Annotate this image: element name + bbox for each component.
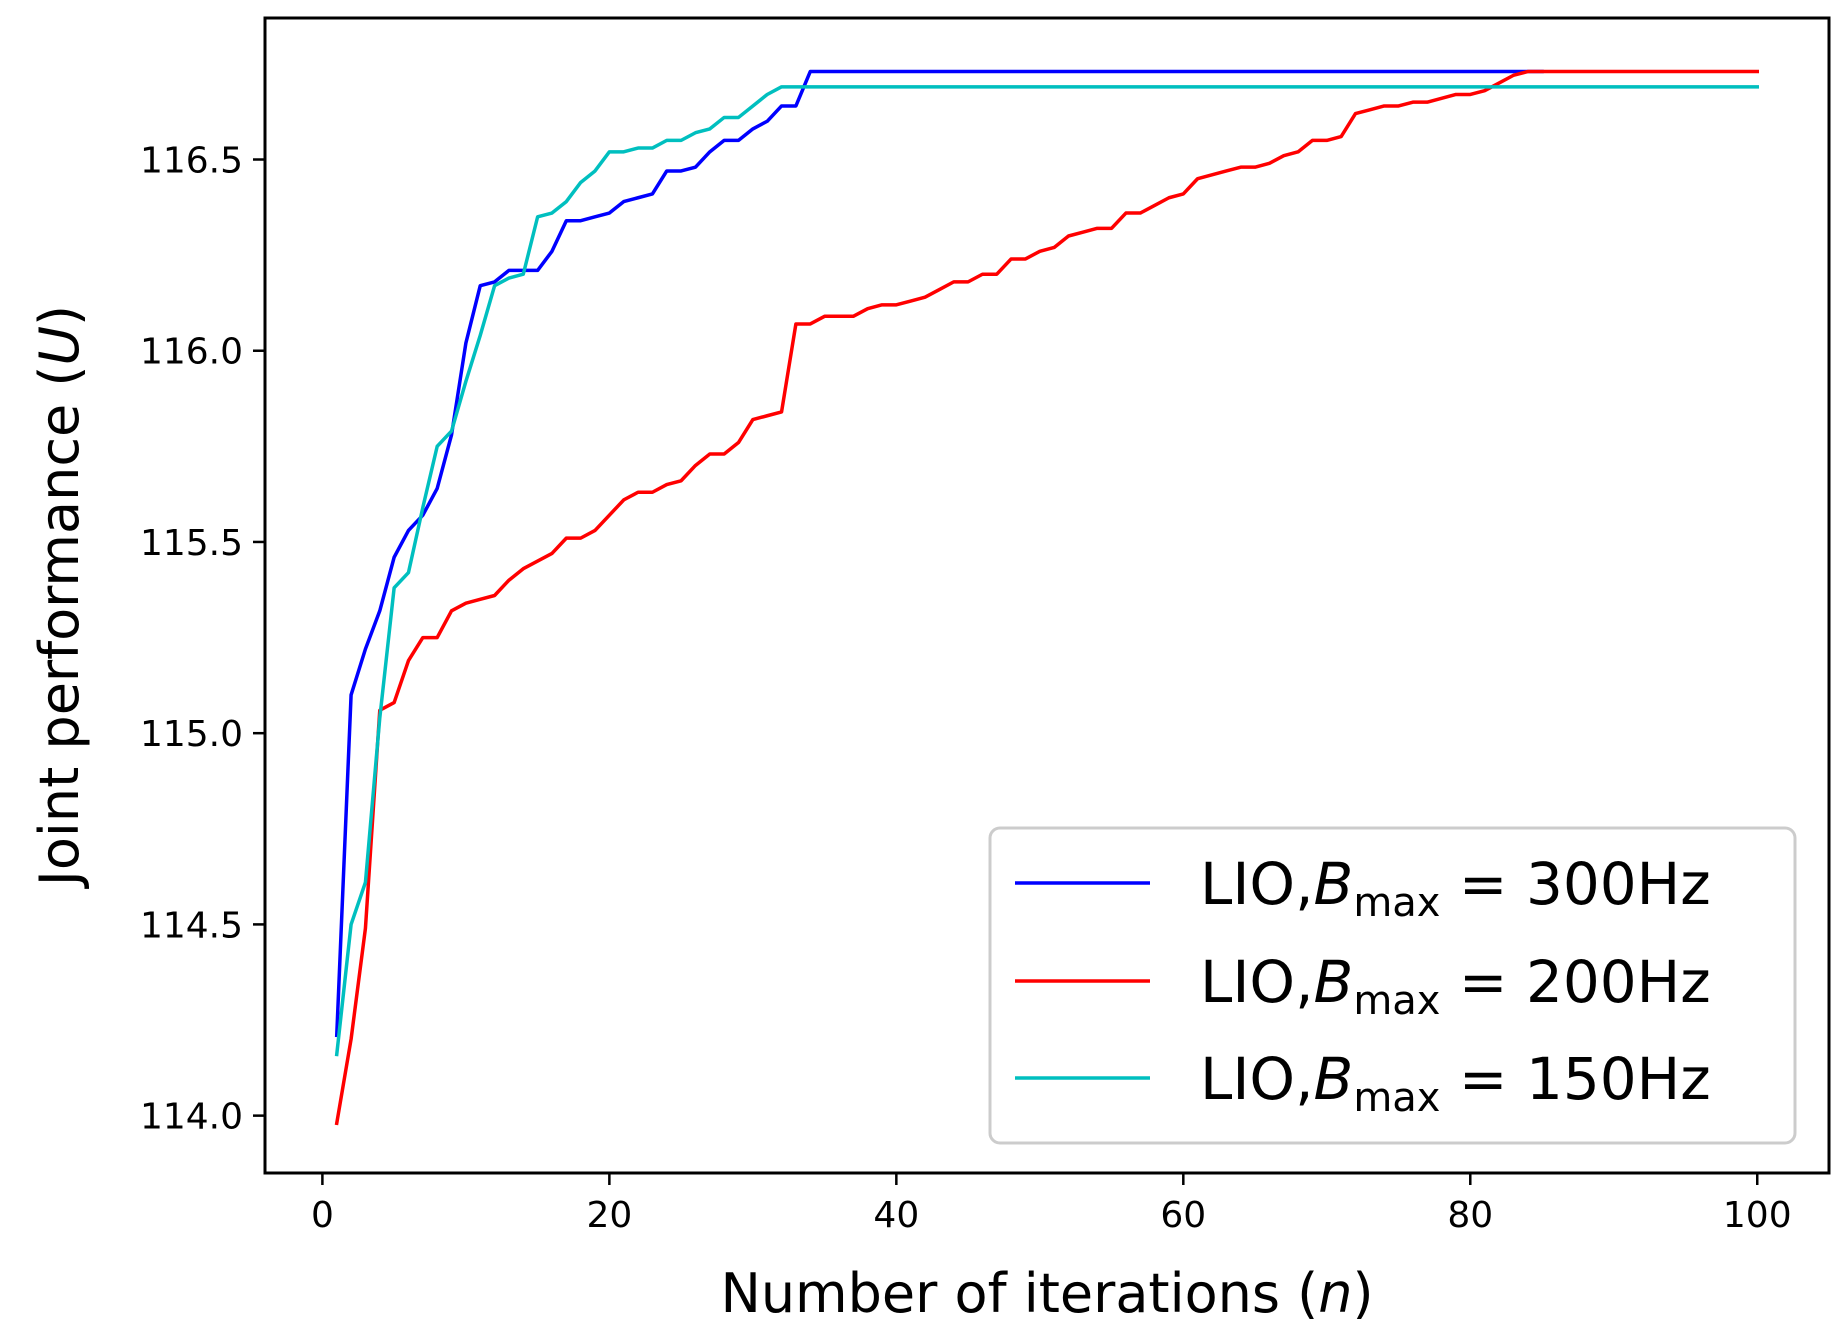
series-line-0 bbox=[334, 69, 1544, 1038]
plot-frame bbox=[263, 16, 1831, 1175]
x-tick-label: 100 bbox=[1723, 1195, 1792, 1236]
y-axis-ticks: 114.0 114.5 115.0 115.5 116.0 116.5 bbox=[140, 141, 265, 1138]
x-tick-label: 80 bbox=[1447, 1195, 1493, 1236]
x-tick-label: 40 bbox=[873, 1195, 919, 1236]
x-tick-label: 60 bbox=[1160, 1195, 1206, 1236]
legend: LIO,Bmax = 300Hz LIO,Bmax = 200Hz LIO,Bm… bbox=[988, 826, 1797, 1145]
y-tick-label: 116.5 bbox=[140, 141, 243, 182]
y-tick-label: 114.5 bbox=[140, 905, 243, 946]
legend-label-200hz: LIO,Bmax = 200Hz bbox=[1200, 948, 1711, 1024]
legend-box bbox=[988, 826, 1797, 1145]
series-line-1 bbox=[334, 69, 1760, 1126]
x-axis-ticks: 0 20 40 60 80 100 bbox=[311, 1173, 1792, 1236]
x-tick-label: 0 bbox=[311, 1195, 334, 1236]
legend-label-150hz: LIO,Bmax = 150Hz bbox=[1200, 1045, 1711, 1121]
legend-label-300hz: LIO,Bmax = 300Hz bbox=[1200, 850, 1711, 926]
y-tick-label: 114.0 bbox=[140, 1097, 243, 1138]
x-tick-label: 20 bbox=[586, 1195, 632, 1236]
series-line-2 bbox=[334, 85, 1760, 1057]
y-axis-label: Joint performance (U) bbox=[28, 305, 91, 889]
y-tick-label: 115.0 bbox=[140, 714, 243, 755]
x-axis-label: Number of iterations (n) bbox=[720, 1262, 1373, 1325]
series-layer bbox=[334, 69, 1760, 1126]
y-tick-label: 115.5 bbox=[140, 523, 243, 564]
y-tick-label: 116.0 bbox=[140, 332, 243, 373]
